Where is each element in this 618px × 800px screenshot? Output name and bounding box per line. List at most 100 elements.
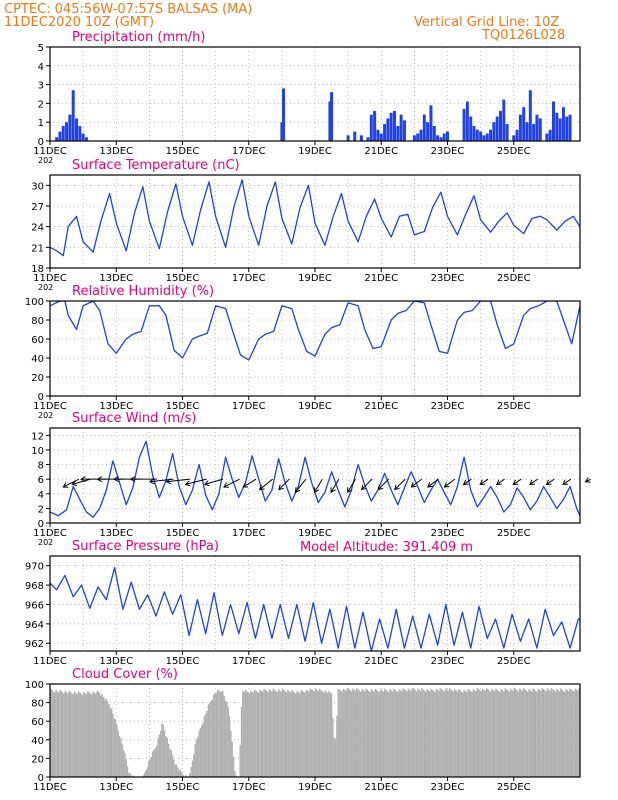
cloud-bar (85, 694, 88, 777)
cloud-bar (301, 690, 304, 777)
cloud-bar (174, 764, 176, 777)
wind-vector (259, 478, 273, 490)
cloud-bar (148, 760, 150, 777)
cloud-bar (321, 691, 323, 777)
cloud-bar (305, 689, 308, 777)
cloud-bar (285, 692, 288, 777)
cloud-bar (243, 691, 245, 777)
x-tick-label: 19DEC (298, 782, 332, 793)
y-tick-label: 21 (31, 243, 44, 254)
cloud-bar (524, 689, 526, 777)
x-tick-label: 11DEC (33, 273, 67, 284)
cloud-bar (410, 690, 412, 777)
cloud-bar (573, 691, 575, 777)
cloud-bar (223, 695, 225, 777)
cloud-bar (218, 690, 220, 777)
cloud-bar (395, 690, 398, 777)
cloud-bar (391, 691, 394, 777)
cloud-bar (330, 693, 333, 777)
cloud-bar (57, 692, 60, 777)
cloud-bar (403, 689, 406, 777)
wind-vector (513, 478, 522, 485)
cloud-bar (258, 692, 260, 777)
precip-bar (528, 90, 532, 141)
cloud-bar (77, 691, 80, 777)
cloud-bar (193, 754, 195, 777)
precip-bar (482, 135, 486, 141)
cloud-bar (313, 691, 316, 777)
cloud-bar (365, 688, 367, 777)
x-tick-label: 17DEC (232, 273, 266, 284)
cloud-bar (381, 690, 383, 777)
wind-vector-head (113, 476, 119, 483)
precip-bar (396, 125, 400, 141)
cloud-bar (209, 702, 211, 777)
cloud-bar (377, 690, 379, 777)
y-tick-label: 60 (31, 717, 44, 728)
wind-vector-head (278, 484, 284, 491)
cloud-bar (156, 745, 158, 777)
y-tick-label: 10 (31, 446, 44, 457)
y-tick-label: 3 (38, 81, 44, 92)
x-tick-label: 21DEC (364, 401, 398, 412)
cloud-bar (175, 764, 178, 777)
cloud-bar (352, 688, 354, 777)
cloud-bar (389, 689, 391, 777)
cloud-bar (497, 690, 500, 777)
precip-bar (479, 131, 483, 141)
series-line (50, 440, 580, 518)
cloud-bar (333, 738, 335, 777)
cloud-bar (402, 688, 404, 777)
cloud-bar (332, 717, 334, 777)
cloud-bar (448, 687, 451, 777)
cloud-bar (557, 690, 559, 777)
cloud-bar (345, 690, 347, 777)
cloud-bar (485, 688, 488, 777)
cloud-bar (79, 692, 81, 777)
cloud-bar (382, 691, 384, 777)
wind-vector (427, 478, 439, 488)
wind-vector (479, 478, 489, 485)
cloud-bar (149, 758, 151, 777)
cloud-bar (220, 692, 223, 777)
series-line (50, 179, 580, 257)
cloud-bar (328, 690, 330, 777)
x-tick-label: 25DEC (497, 273, 531, 284)
x-tick-label: 23DEC (431, 782, 465, 793)
cloud-bar (308, 691, 310, 777)
y-tick-label: 6 (38, 475, 44, 486)
cloud-bar (512, 690, 514, 777)
x-tick-label: 15DEC (166, 782, 200, 793)
cloud-bar (53, 692, 56, 777)
cloud-bar (152, 751, 154, 777)
cloud-bar (322, 693, 325, 777)
cloud-bar (350, 691, 353, 777)
precip-bar (416, 133, 420, 141)
cloud-bar (521, 690, 524, 777)
cloud-bar (96, 690, 98, 777)
precip-bar (472, 125, 476, 141)
cloud-bar (161, 723, 163, 777)
y-tick-label: 4 (38, 490, 44, 501)
precip-bar (552, 101, 555, 141)
cloud-bar (464, 691, 467, 777)
cloud-bar (171, 754, 174, 777)
cloud-bar (157, 738, 159, 777)
wind-vector (166, 478, 190, 483)
cloud-bar (397, 691, 399, 777)
panel-2: 18 21 24 27 30 11DEC 13DEC 15DEC 17DEC 19DEC 21DEC… (31, 158, 581, 292)
precip-bar (369, 114, 373, 141)
wind-vector (546, 478, 555, 485)
x-tick-label: 21DEC (364, 782, 398, 793)
x-tick-label: 21DEC (364, 656, 398, 667)
cloud-bar (315, 688, 317, 777)
y-tick-label: 8 (38, 461, 44, 472)
panel-title: Cloud Cover (%) (72, 667, 178, 682)
precip-bar (419, 129, 423, 141)
cloud-bar (424, 691, 427, 777)
y-tick-label: 80 (31, 699, 44, 710)
cloud-bar (507, 690, 509, 777)
cloud-bar (456, 691, 459, 777)
precip-bar (436, 135, 440, 141)
cloud-bar (549, 690, 551, 777)
